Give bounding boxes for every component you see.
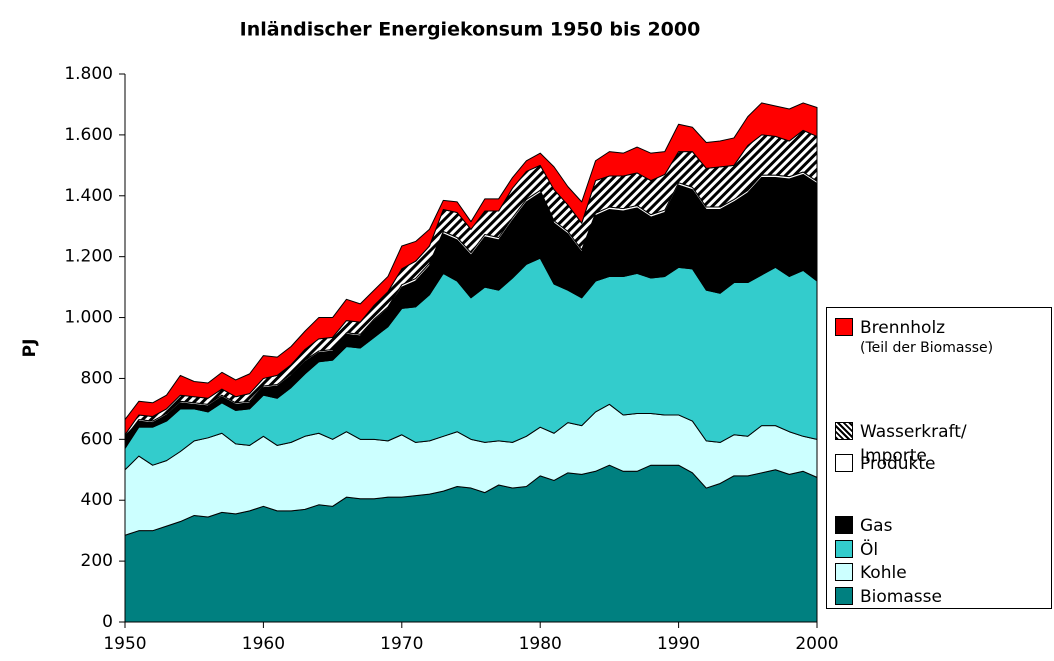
area — [124, 102, 818, 436]
y-tick-label: 1.400 — [64, 186, 113, 206]
y-tick-label: 0 — [102, 612, 113, 632]
y-tick-label: 400 — [81, 490, 113, 510]
x-tick-label: 1980 — [519, 634, 562, 654]
x-tick-label: 1970 — [380, 634, 423, 654]
y-tick-label: 1.200 — [64, 247, 113, 267]
legend-label: Wasserkraft/ Importe — [860, 422, 967, 466]
y-axis-label: PJ — [20, 339, 40, 358]
x-tick-label: 1960 — [242, 634, 285, 654]
legend-label: Öl — [860, 540, 879, 560]
y-tick-label: 200 — [81, 551, 113, 571]
legend-label: Biomasse — [860, 587, 942, 607]
legend-swatch — [835, 540, 853, 558]
legend-label: Gas — [860, 516, 893, 536]
x-tick-label: 2000 — [795, 634, 838, 654]
legend-swatch — [835, 422, 853, 440]
areas — [124, 102, 818, 623]
legend-label: Brennholz — [860, 318, 946, 338]
chart-title: Inländischer Energiekonsum 1950 bis 2000 — [240, 19, 701, 41]
x-tick-label: 1950 — [103, 634, 146, 654]
legend-label: Kohle — [860, 563, 907, 583]
legend: Brennholz (Teil der Biomasse) Wasserkraft/… — [826, 307, 1052, 609]
legend-swatch — [835, 587, 853, 605]
legend-label: Produkte — [860, 454, 936, 474]
y-tick-label: 1.800 — [64, 64, 113, 84]
legend-note: (Teil der Biomasse) — [860, 340, 994, 356]
legend-swatch — [835, 454, 853, 472]
legend-swatch — [835, 318, 853, 336]
y-tick-label: 1.000 — [64, 308, 113, 328]
y-tick-label: 1.600 — [64, 125, 113, 145]
y-tick-label: 600 — [81, 429, 113, 449]
legend-swatch — [835, 563, 853, 581]
legend-swatch — [835, 516, 853, 534]
y-tick-label: 800 — [81, 368, 113, 388]
x-tick-label: 1990 — [657, 634, 700, 654]
